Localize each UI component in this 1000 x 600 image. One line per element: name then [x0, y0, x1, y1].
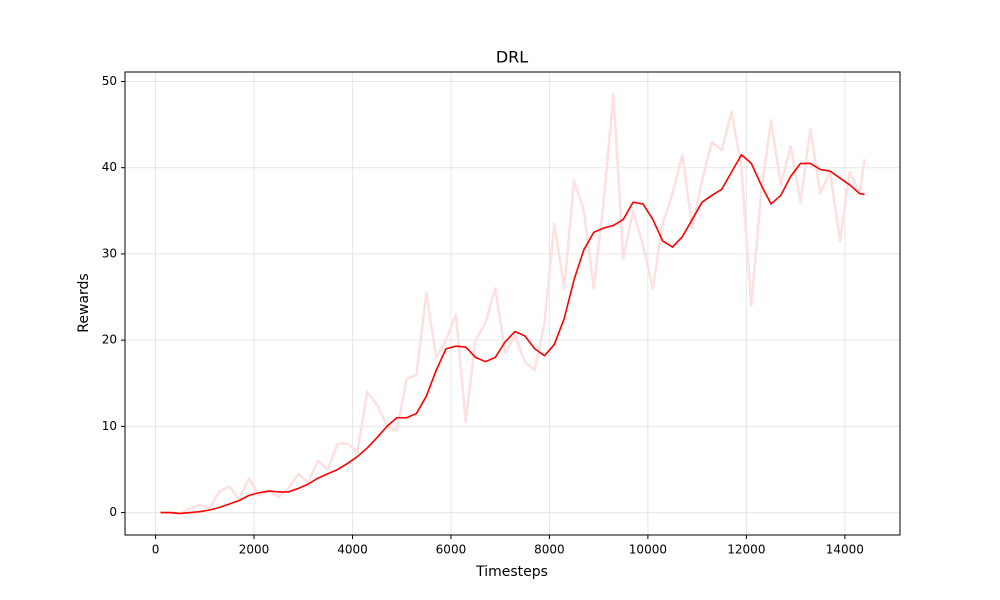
- y-tick-label: 0: [109, 505, 117, 519]
- x-tick-label: 2000: [239, 543, 270, 557]
- line-series: [160, 153, 865, 515]
- x-axis-label: Timesteps: [475, 564, 548, 580]
- x-tick-label: 0: [152, 543, 160, 557]
- x-tick-label: 12000: [727, 543, 765, 557]
- x-tick-label: 8000: [534, 543, 565, 557]
- y-axis-label: Rewards: [76, 273, 92, 332]
- y-tick-label: 40: [102, 160, 117, 174]
- x-tick-label: 10000: [629, 543, 667, 557]
- y-tick-label: 10: [102, 419, 117, 433]
- x-tick-label: 4000: [337, 543, 368, 557]
- chart-title: DRL: [496, 48, 528, 67]
- y-tick-label: 20: [102, 333, 117, 347]
- line-series: [160, 93, 866, 515]
- y-tick-label: 50: [102, 74, 117, 88]
- y-tick-label: 30: [102, 246, 117, 260]
- plot-frame: [124, 71, 901, 536]
- x-tick-label: 14000: [826, 543, 864, 557]
- x-tick-label: 6000: [436, 543, 467, 557]
